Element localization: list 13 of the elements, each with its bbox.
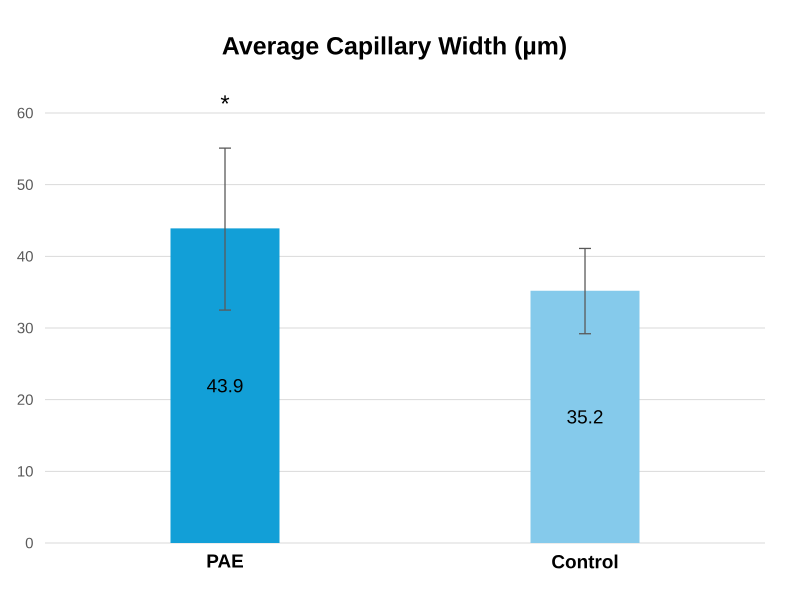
y-tick-label: 60 [18, 108, 33, 118]
y-tick-label: 20 [18, 394, 33, 405]
chart-title: Average Capillary Width (µm) [222, 36, 566, 60]
data-label: 35.2 [567, 410, 602, 424]
y-tick-label: 40 [17, 251, 33, 262]
x-tick-label: Control [552, 554, 618, 568]
data-label: 43.9 [207, 378, 243, 392]
y-tick-label: 30 [17, 322, 33, 334]
y-tick-label: 0 [26, 538, 33, 548]
text: * [220, 95, 230, 104]
y-tick-label: 50 [17, 179, 33, 190]
x-tick-label: PAE [208, 554, 244, 568]
y-tick-label: 10 [18, 466, 33, 477]
